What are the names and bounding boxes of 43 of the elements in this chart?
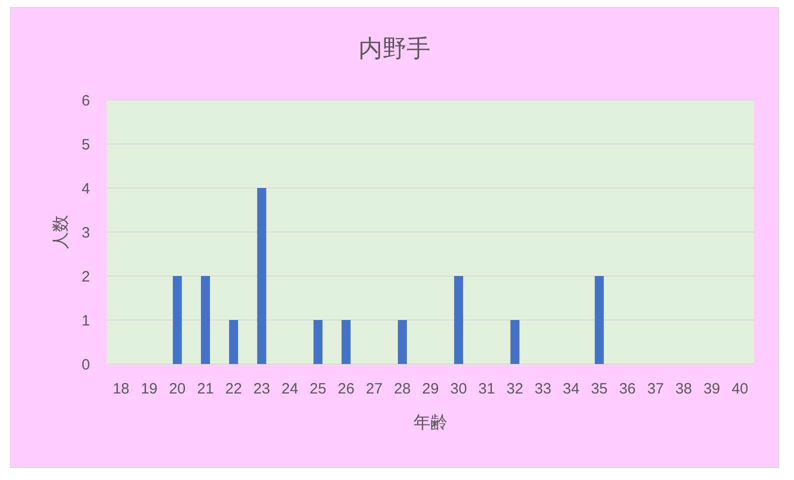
bar	[229, 320, 238, 364]
bar	[454, 276, 464, 364]
x-tick-label: 40	[732, 380, 748, 398]
x-tick-label: 38	[675, 380, 692, 398]
bar	[257, 188, 266, 364]
x-tick-label: 21	[197, 380, 214, 398]
x-tick-label: 32	[506, 380, 524, 398]
x-tick-label: 37	[647, 380, 664, 398]
x-tick-label: 39	[703, 380, 720, 398]
x-tick-label: 35	[590, 380, 608, 398]
bar	[200, 276, 210, 364]
x-tick-label: 26	[338, 380, 354, 398]
bar	[342, 320, 351, 364]
x-tick-label: 27	[366, 380, 383, 398]
bar	[398, 320, 407, 364]
y-tick-label: 6	[82, 92, 90, 110]
x-tick-label: 19	[140, 380, 158, 398]
y-axis-title: 人数	[50, 215, 70, 249]
x-tick-label: 36	[619, 380, 636, 398]
y-tick-label: 4	[82, 180, 90, 198]
bar	[172, 276, 182, 364]
y-tick-label: 2	[82, 268, 90, 286]
y-tick-label: 1	[82, 312, 90, 330]
x-axis-title: 年齢	[414, 412, 448, 432]
y-tick-label: 3	[82, 224, 90, 242]
x-tick-label: 25	[310, 380, 326, 398]
bar	[510, 320, 520, 364]
x-tick-label: 28	[394, 380, 411, 398]
chart-title: 内野手	[358, 35, 430, 62]
x-tick-label: 22	[225, 380, 242, 398]
x-tick-label: 23	[253, 380, 270, 398]
x-tick-label: 18	[112, 380, 130, 398]
x-tick-label: 24	[282, 380, 298, 398]
x-tick-label: 34	[562, 380, 580, 398]
x-tick-label: 33	[534, 380, 552, 398]
x-tick-label: 29	[422, 380, 439, 398]
y-tick-label: 5	[82, 136, 90, 154]
bar	[594, 276, 604, 364]
bar	[313, 320, 322, 364]
x-tick-label: 30	[450, 380, 467, 398]
x-tick-label: 20	[168, 380, 186, 398]
x-tick-label: 31	[478, 380, 496, 398]
y-tick-label: 0	[82, 356, 90, 374]
